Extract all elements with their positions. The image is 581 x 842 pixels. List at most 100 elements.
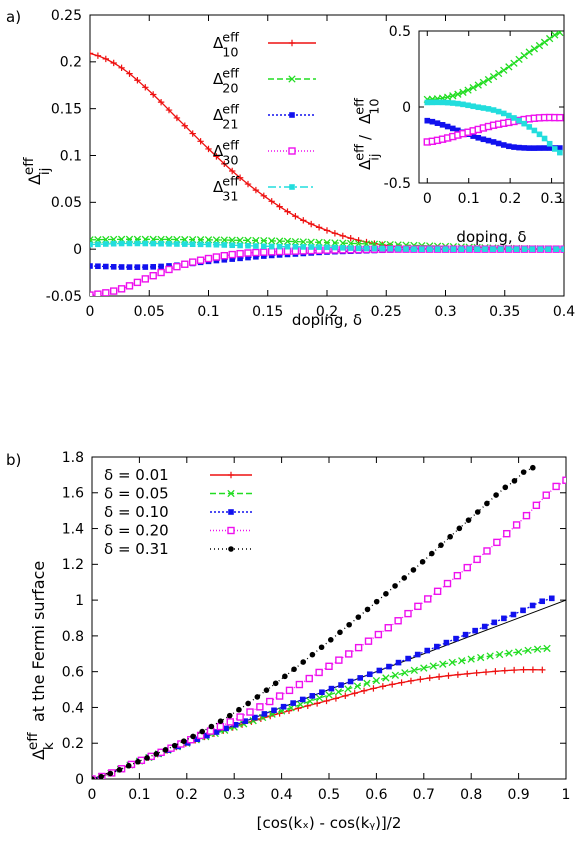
- data-point: [125, 282, 134, 290]
- data-point: [182, 241, 188, 247]
- inset-data-point: [520, 51, 528, 60]
- x-tick-label: 0.3: [223, 787, 245, 803]
- data-point: [92, 776, 95, 779]
- data-point: [386, 663, 392, 670]
- data-point: [261, 253, 267, 259]
- inset-data-point: [535, 41, 544, 50]
- data-point: [357, 675, 364, 681]
- data-point: [157, 98, 165, 106]
- data-point: [502, 484, 509, 491]
- data-point: [181, 122, 188, 129]
- data-point: [474, 509, 481, 515]
- data-point: [245, 254, 251, 261]
- data-point: [335, 656, 343, 664]
- data-point: [360, 687, 368, 694]
- inset-data-point: [449, 100, 456, 106]
- data-point: [228, 250, 236, 259]
- inset-data-point: [557, 149, 563, 156]
- inset-data-point: [475, 135, 482, 141]
- data-point: [505, 649, 513, 657]
- inset-data-point: [455, 100, 461, 107]
- data-point: [553, 246, 559, 252]
- x-tick-label: 0.5: [318, 787, 340, 803]
- data-point: [189, 130, 196, 137]
- data-point: [229, 242, 235, 249]
- math-label-sub: 10: [367, 98, 382, 114]
- data-point: [490, 246, 496, 252]
- inset-data-point: [449, 125, 456, 132]
- inset-data-point: [444, 99, 451, 106]
- data-point: [109, 287, 118, 295]
- data-point: [216, 722, 225, 731]
- data-point: [197, 138, 204, 145]
- data-point: [315, 224, 323, 231]
- x-tick-label: 0.1: [458, 191, 480, 207]
- panel-label: b): [6, 451, 21, 469]
- y-tick-label: -0.5: [384, 176, 411, 192]
- data-point: [98, 773, 104, 779]
- data-point: [220, 251, 229, 260]
- data-point: [291, 666, 297, 673]
- data-point: [285, 686, 294, 695]
- data-point: [236, 236, 244, 244]
- math-label-sup: eff: [222, 30, 240, 45]
- data-point: [319, 689, 325, 696]
- legend-label: δ = 0.05: [104, 485, 169, 503]
- data-point: [442, 246, 449, 252]
- data-point: [342, 692, 349, 700]
- data-point: [194, 736, 201, 743]
- data-point: [162, 747, 169, 753]
- data-point: [282, 673, 288, 680]
- data-point: [118, 264, 125, 270]
- inset-data-point: [449, 92, 457, 100]
- inset-data-point: [464, 86, 472, 94]
- data-point: [126, 264, 133, 270]
- data-point: [520, 666, 527, 673]
- data-point: [403, 246, 409, 252]
- data-point: [153, 751, 160, 757]
- inset-data-point: [489, 72, 498, 81]
- data-point: [552, 482, 560, 491]
- data-point: [134, 264, 141, 270]
- data-point: [492, 668, 499, 675]
- math-label-base: Δ: [25, 174, 44, 185]
- x-tick-label: 0.3: [434, 304, 456, 320]
- data-point: [389, 681, 396, 688]
- inset-data-point: [540, 38, 549, 46]
- y-tick-label: 0.8: [62, 629, 84, 645]
- data-point: [228, 236, 236, 244]
- data-point: [401, 575, 408, 581]
- data-point: [561, 246, 564, 252]
- data-point: [539, 598, 546, 605]
- data-point: [417, 676, 424, 683]
- data-point: [229, 256, 235, 262]
- data-point: [212, 253, 221, 261]
- data-point: [275, 247, 284, 256]
- data-point: [246, 708, 254, 716]
- math-label-sup: eff: [25, 732, 41, 750]
- inset-data-point: [551, 146, 558, 152]
- data-point: [524, 646, 532, 655]
- math-label-sub: k: [41, 742, 57, 750]
- x-tick-label: 1: [562, 787, 571, 803]
- inset-data-point: [531, 145, 538, 151]
- data-point: [334, 688, 343, 696]
- data-point: [426, 246, 433, 252]
- data-point: [420, 664, 428, 672]
- y-tick-label: 0.6: [62, 665, 84, 681]
- x-tick-label: 0.4: [270, 787, 292, 803]
- data-point: [181, 260, 189, 268]
- legend-marker: [288, 39, 296, 47]
- data-point: [261, 243, 267, 250]
- data-point: [392, 583, 398, 589]
- y-tick-label: 1.8: [62, 450, 84, 466]
- legend-marker: [227, 489, 235, 498]
- data-point: [458, 246, 465, 252]
- data-point: [95, 241, 101, 248]
- inset-data-point: [490, 139, 497, 145]
- data-point: [276, 243, 283, 250]
- data-point: [268, 248, 276, 256]
- x-tick-label: 0.2: [316, 304, 338, 320]
